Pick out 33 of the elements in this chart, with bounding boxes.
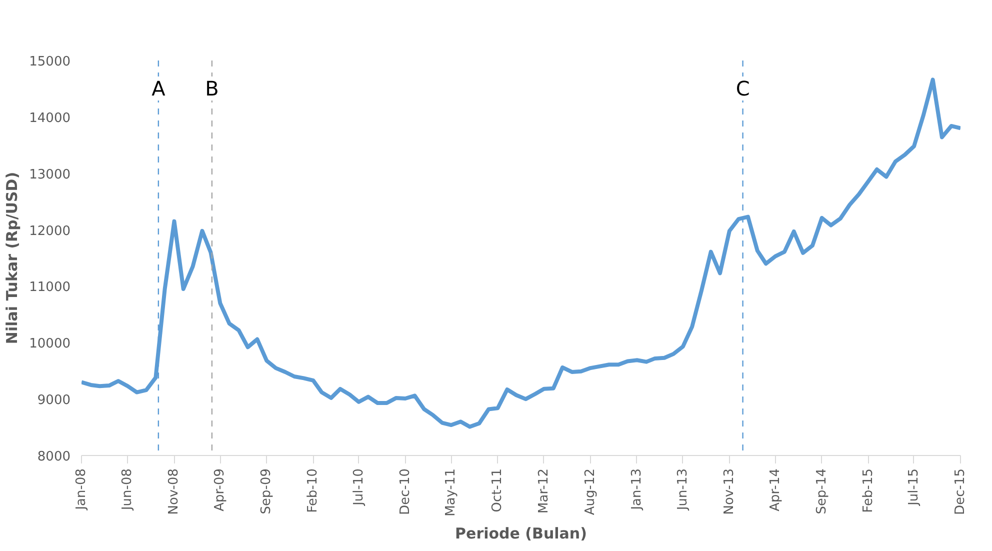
ref-line-label: C [736,76,750,100]
x-tick-label: Feb-10 [306,468,321,513]
y-tick-label: 10000 [29,336,71,352]
x-tick-label: Aug-12 [582,468,598,516]
y-axis-title: Nilai Tukar (Rp/USD) [3,172,22,344]
x-tick-label: Apr-09 [212,468,228,512]
x-tick-label: Nov-13 [722,468,737,515]
x-tick-label: Jun-08 [120,468,136,512]
x-tick-label: Sep-14 [814,468,830,514]
x-tick-label: Jan-08 [74,468,89,511]
x-tick-label: Dec-15 [953,468,968,515]
y-tick-label: 9000 [37,393,71,408]
ref-line-label: B [205,76,219,100]
ref-line-label: A [152,76,166,100]
x-tick-label: Sep-09 [259,468,274,514]
x-tick-label: Jul-10 [351,468,366,506]
x-tick-label: Apr-14 [768,468,783,512]
x-tick-label: Jun-13 [675,468,690,512]
y-tick-label: 12000 [29,224,71,239]
x-tick-label: Dec-10 [398,468,413,515]
x-tick-label: May-11 [444,468,459,516]
y-tick-label: 11000 [29,280,71,296]
x-tick-label: Jul-15 [906,468,922,506]
x-tick-label: Mar-12 [536,468,552,514]
y-tick-label: 14000 [29,110,71,126]
y-tick-label: 8000 [37,450,71,464]
x-axis-title: Periode (Bulan) [455,524,587,542]
x-tick-label: Feb-15 [860,468,876,513]
x-tick-label: Jan-13 [629,468,644,511]
y-tick-label: 13000 [29,167,71,182]
y-tick-label: 15000 [29,54,71,70]
x-tick-label: Nov-08 [166,468,182,515]
x-tick-label: Oct-11 [490,468,506,512]
